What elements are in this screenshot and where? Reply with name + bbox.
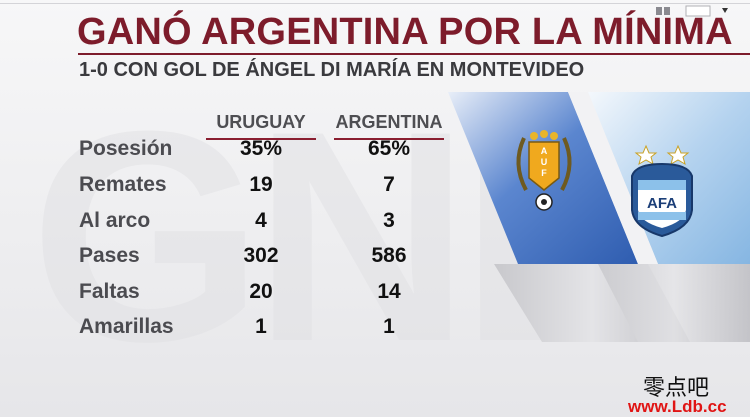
lower-bar-right [598, 264, 750, 342]
stat-row-al-arco: Al arco 4 3 [0, 209, 460, 239]
svg-text:A: A [541, 146, 548, 156]
stat-row-amarillas: Amarillas 1 1 [0, 315, 460, 345]
stat-value-uruguay: 19 [249, 173, 273, 196]
page-subtitle: 1-0 CON GOL DE ÁNGEL DI MARÍA EN MONTEVI… [79, 59, 585, 81]
stat-value-uruguay: 302 [243, 244, 279, 267]
stat-label: Al arco [79, 209, 151, 232]
watermark-text: 零点吧 [643, 376, 710, 401]
stat-value-argentina: 65% [367, 137, 411, 160]
argentina-crest: AFA [631, 144, 693, 238]
uruguay-crest: A U F [516, 130, 572, 211]
stat-row-pases: Pases 302 586 [0, 244, 460, 274]
title-rule [78, 53, 750, 55]
stat-label: Faltas [79, 280, 140, 303]
stat-row-posesion: Posesión 35% 65% [0, 137, 460, 167]
stat-value-argentina: 3 [383, 209, 395, 232]
stat-row-remates: Remates 19 7 [0, 173, 460, 203]
svg-text:AFA: AFA [647, 195, 677, 212]
stat-label: Amarillas [79, 315, 174, 338]
stat-value-argentina: 1 [383, 315, 395, 338]
stat-value-argentina: 7 [383, 173, 395, 196]
stat-value-uruguay: 1 [255, 315, 267, 338]
broadcaster-logo-icon [656, 5, 728, 17]
stat-row-faltas: Faltas 20 14 [0, 280, 460, 310]
team-header-uruguay: URUGUAY [206, 112, 316, 140]
stat-label: Pases [79, 244, 140, 267]
stat-value-argentina: 586 [371, 244, 407, 267]
stat-value-uruguay: 4 [255, 209, 267, 232]
svg-text:U: U [541, 157, 548, 167]
stat-label: Posesión [79, 137, 173, 160]
svg-text:F: F [541, 168, 547, 178]
stat-label: Remates [79, 173, 167, 196]
stat-value-argentina: 14 [377, 280, 401, 303]
stat-value-uruguay: 35% [239, 137, 283, 160]
team-crests-graphic: A U F AFA [448, 92, 750, 342]
watermark-url: www.Ldb.cc [628, 397, 727, 416]
stat-value-uruguay: 20 [249, 280, 273, 303]
team-header-argentina: ARGENTINA [334, 112, 444, 140]
page-title: GANÓ ARGENTINA POR LA MÍNIMA [77, 11, 733, 53]
top-rule [0, 3, 750, 4]
